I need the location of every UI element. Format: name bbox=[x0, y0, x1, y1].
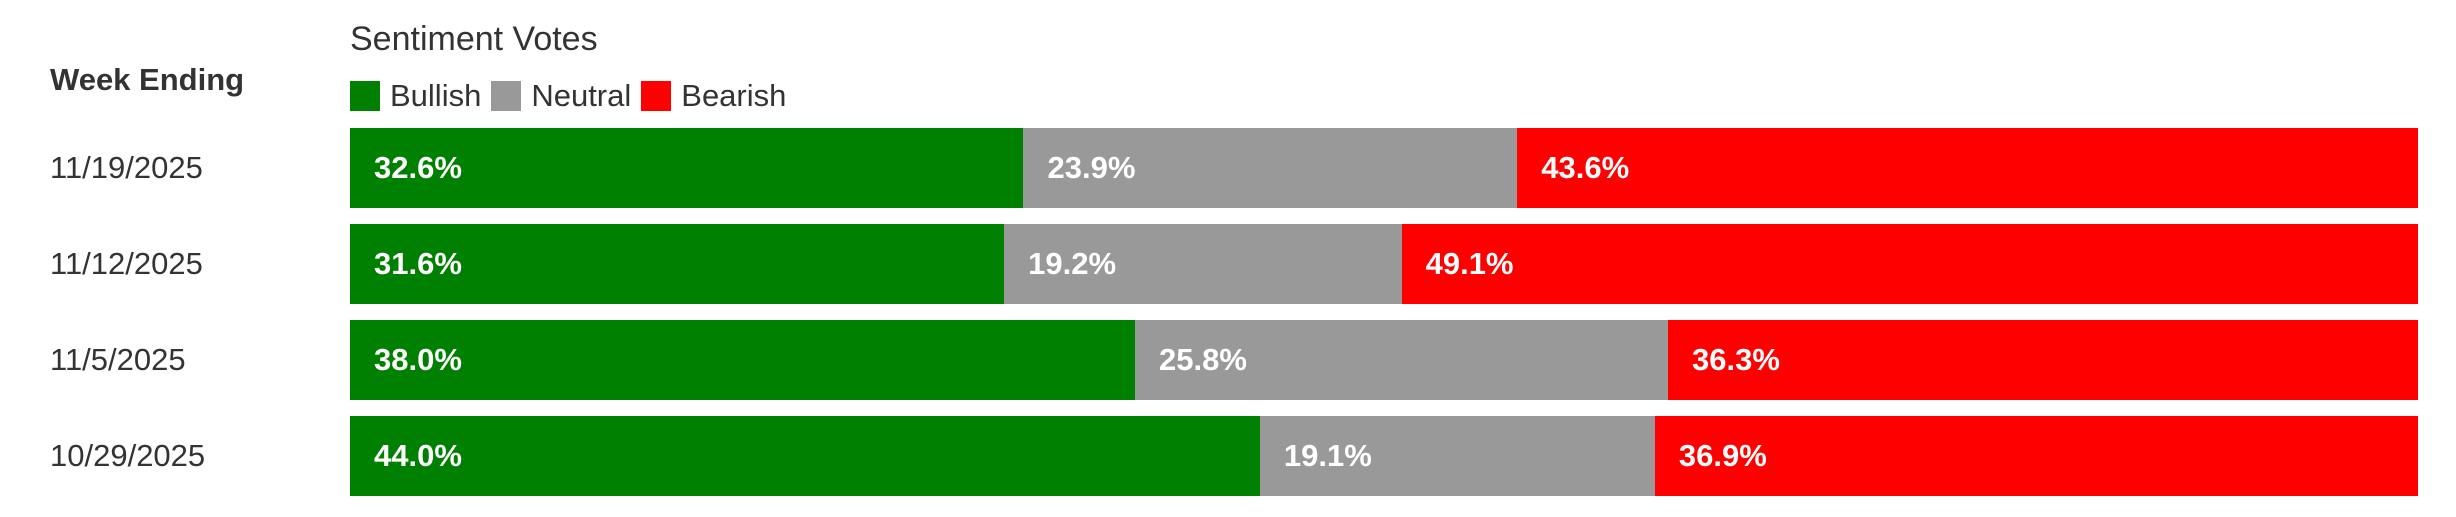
data-label: 49.1% bbox=[1425, 246, 1514, 281]
legend-swatch-neutral bbox=[491, 81, 522, 111]
row-label: 11/5/2025 bbox=[50, 342, 186, 377]
stacked-bar: 38.0% 25.8% 36.3% bbox=[350, 320, 2418, 400]
bar-segment-neutral: 19.1% bbox=[1259, 416, 1655, 496]
stacked-bar: 44.0% 19.1% 36.9% bbox=[350, 416, 2418, 496]
data-label: 36.3% bbox=[1692, 342, 1780, 377]
bar-segment-bullish: 32.6% bbox=[350, 128, 1024, 208]
bar-segment-bullish: 31.6% bbox=[350, 224, 1005, 304]
bar-segment-bearish: 36.3% bbox=[1668, 320, 2418, 400]
bar-segment-neutral: 19.2% bbox=[1004, 224, 1402, 304]
bar-segment-neutral: 23.9% bbox=[1023, 128, 1518, 208]
data-label: 31.6% bbox=[374, 246, 462, 281]
legend-item-bullish: Bullish bbox=[350, 78, 481, 114]
row-label: 11/12/2025 bbox=[50, 246, 203, 281]
row-label: 10/29/2025 bbox=[50, 438, 206, 473]
bar-segment-bullish: 44.0% bbox=[350, 416, 1260, 496]
legend-label-neutral: Neutral bbox=[531, 78, 632, 113]
legend-label-bullish: Bullish bbox=[390, 78, 482, 113]
stacked-bar: 31.6% 19.2% 49.1% bbox=[350, 224, 2418, 304]
data-label: 19.2% bbox=[1028, 246, 1117, 281]
bar-segment-neutral: 25.8% bbox=[1135, 320, 1669, 400]
row-header: Week Ending bbox=[50, 62, 245, 97]
bar-segment-bearish: 43.6% bbox=[1517, 128, 2418, 208]
bar-row: 10/29/2025 44.0% 19.1% 36.9% bbox=[0, 416, 2456, 496]
data-label: 44.0% bbox=[374, 438, 462, 473]
bar-segment-bearish: 49.1% bbox=[1401, 224, 2418, 304]
legend-swatch-bullish bbox=[350, 81, 380, 111]
data-label: 32.6% bbox=[374, 150, 462, 185]
data-label: 25.8% bbox=[1159, 342, 1247, 377]
bar-row: 11/19/2025 32.6% 23.9% 43.6% bbox=[0, 128, 2456, 208]
legend-item-bearish: Bearish bbox=[641, 78, 786, 114]
data-label: 19.1% bbox=[1283, 438, 1372, 473]
legend: Bullish Neutral Bearish bbox=[350, 78, 796, 114]
row-label: 11/19/2025 bbox=[50, 150, 203, 185]
legend-label-bearish: Bearish bbox=[681, 78, 787, 113]
bar-segment-bearish: 36.9% bbox=[1654, 416, 2418, 496]
legend-swatch-bearish bbox=[641, 81, 672, 111]
stacked-bar: 32.6% 23.9% 43.6% bbox=[350, 128, 2418, 208]
bar-row: 11/12/2025 31.6% 19.2% 49.1% bbox=[0, 224, 2456, 304]
data-label: 36.9% bbox=[1678, 438, 1767, 473]
chart-title: Sentiment Votes bbox=[350, 20, 598, 58]
data-label: 23.9% bbox=[1047, 150, 1136, 185]
bar-segment-bullish: 38.0% bbox=[350, 320, 1136, 400]
bar-row: 11/5/2025 38.0% 25.8% 36.3% bbox=[0, 320, 2456, 400]
data-label: 43.6% bbox=[1541, 150, 1630, 185]
data-label: 38.0% bbox=[374, 342, 462, 377]
legend-item-neutral: Neutral bbox=[491, 78, 631, 114]
